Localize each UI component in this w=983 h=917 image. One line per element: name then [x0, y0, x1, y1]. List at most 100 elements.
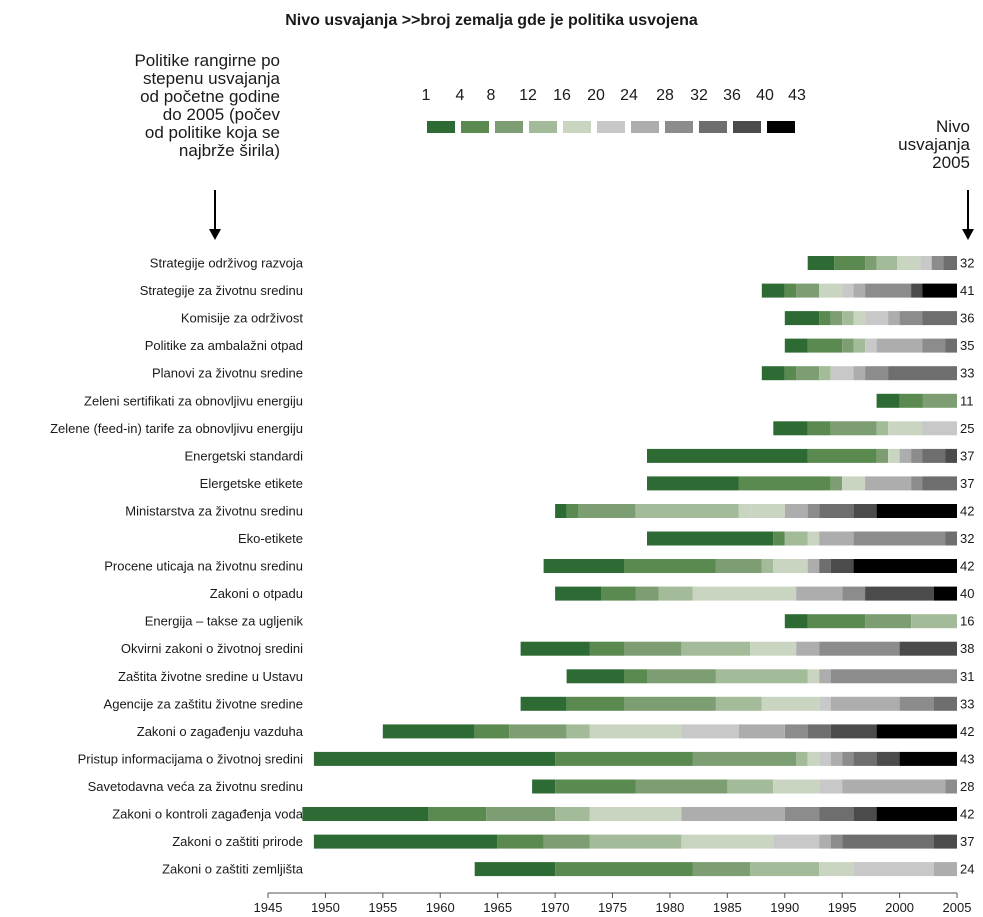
bar-segment	[853, 504, 877, 518]
bar-segment	[888, 421, 923, 436]
bar-segment	[876, 421, 889, 436]
legend: 1 4 8 12 16 20 24 28 32 36 40 43	[422, 87, 806, 133]
legend-label-8: 32	[690, 87, 708, 104]
bar-segment	[830, 559, 854, 573]
bar-segment	[853, 531, 946, 546]
end-value-label: 43	[960, 751, 974, 766]
bar-segment	[842, 476, 866, 491]
bar-segment	[853, 807, 877, 821]
bar-segment	[807, 614, 866, 629]
row-label: Procene uticaja na životnu sredinu	[104, 559, 303, 574]
bar-segment	[819, 311, 831, 326]
end-value-label: 33	[960, 366, 974, 381]
bar-segment	[865, 256, 877, 270]
bar-segment	[566, 724, 590, 739]
bar-segment	[555, 586, 601, 601]
row-label: Planovi za životnu sredine	[152, 366, 303, 381]
x-tick-label: 1945	[254, 900, 283, 915]
bar-segment	[784, 283, 797, 298]
row-label: Energetski standardi	[184, 448, 303, 463]
end-value-label: 42	[960, 724, 974, 739]
bar-segment	[934, 696, 957, 711]
bar-segment	[819, 862, 854, 877]
row-label: Komisije za održivost	[181, 311, 303, 326]
end-value-label: 31	[960, 669, 974, 684]
bar-segment	[784, 504, 808, 518]
bar-segment	[922, 421, 957, 436]
bar-segment	[819, 834, 831, 849]
legend-label-3: 12	[519, 87, 537, 104]
bar-segment	[911, 448, 923, 463]
bar-segment	[897, 256, 921, 270]
bar-segment	[819, 531, 854, 546]
bar-segment	[876, 724, 957, 739]
legend-swatch-3	[529, 121, 557, 133]
end-value-label: 25	[960, 421, 974, 436]
row-label: Zaštita životne sredine u Ustavu	[118, 669, 303, 684]
bar-segment	[830, 311, 843, 326]
end-value-label: 11	[960, 393, 974, 408]
bar-segment	[486, 807, 556, 821]
bar-segment	[830, 476, 843, 491]
bar-segment	[830, 669, 957, 684]
bar-segment	[922, 448, 946, 463]
legend-swatch-10	[767, 121, 795, 133]
bar-segment	[911, 283, 923, 298]
bar-segment	[819, 366, 831, 381]
bar-segment	[819, 641, 900, 656]
bar-segment	[761, 366, 785, 381]
bar-segment	[715, 696, 762, 711]
bar-segment	[888, 366, 957, 381]
bar-segment	[876, 504, 957, 518]
bar-segment	[784, 311, 820, 326]
legend-swatch-0	[427, 121, 455, 133]
legend-label-9: 36	[723, 87, 741, 104]
x-tick-label: 1980	[655, 900, 684, 915]
end-value-label: 32	[960, 256, 974, 271]
x-tick-label: 1950	[311, 900, 340, 915]
x-tick-label: 2000	[885, 900, 914, 915]
bar-segment	[313, 751, 556, 766]
bar-segment	[853, 311, 866, 326]
bar-segment	[865, 366, 889, 381]
bar-segment	[842, 751, 854, 766]
bar-segment	[931, 256, 944, 270]
bar-segment	[738, 504, 751, 518]
row-label: Agencije za zaštitu životne sredine	[104, 696, 303, 711]
bar-segment	[842, 779, 946, 794]
bar-segment	[922, 338, 946, 353]
x-tick-label: 1995	[828, 900, 857, 915]
bar-segment	[922, 393, 957, 408]
bar-segment	[796, 751, 808, 766]
bar-segment	[865, 283, 911, 298]
bar-segment	[624, 559, 716, 573]
row-label: Zelene (feed-in) tarife za obnovljivu en…	[50, 421, 303, 436]
bar-segment	[911, 476, 923, 491]
bar-segment	[681, 834, 774, 849]
bar-segment	[830, 366, 854, 381]
bar-segment	[934, 586, 957, 601]
bar-segment	[624, 669, 647, 684]
row-label: Strategije za životnu sredinu	[140, 283, 303, 298]
bar-segment	[853, 862, 934, 877]
bar-segment	[876, 448, 889, 463]
bar-segment	[784, 807, 820, 821]
bar-segment	[819, 559, 831, 573]
bar-segment	[302, 807, 429, 821]
legend-swatch-4	[563, 121, 591, 133]
bar-segment	[853, 559, 957, 573]
bar-segment	[750, 862, 820, 877]
bar-segment	[819, 669, 831, 684]
bar-segment	[853, 283, 866, 298]
bar-segment	[945, 531, 957, 546]
bar-segment	[819, 779, 843, 794]
bar-segment	[520, 641, 590, 656]
row-label: Politike za ambalažni otpad	[145, 338, 303, 353]
bar-segment	[784, 614, 808, 629]
bar-segment	[807, 504, 820, 518]
x-tick-label: 1975	[598, 900, 627, 915]
bar-segment	[911, 614, 957, 629]
end-value-label: 42	[960, 503, 974, 518]
bar-segment	[681, 807, 785, 821]
bar-segment	[899, 696, 935, 711]
